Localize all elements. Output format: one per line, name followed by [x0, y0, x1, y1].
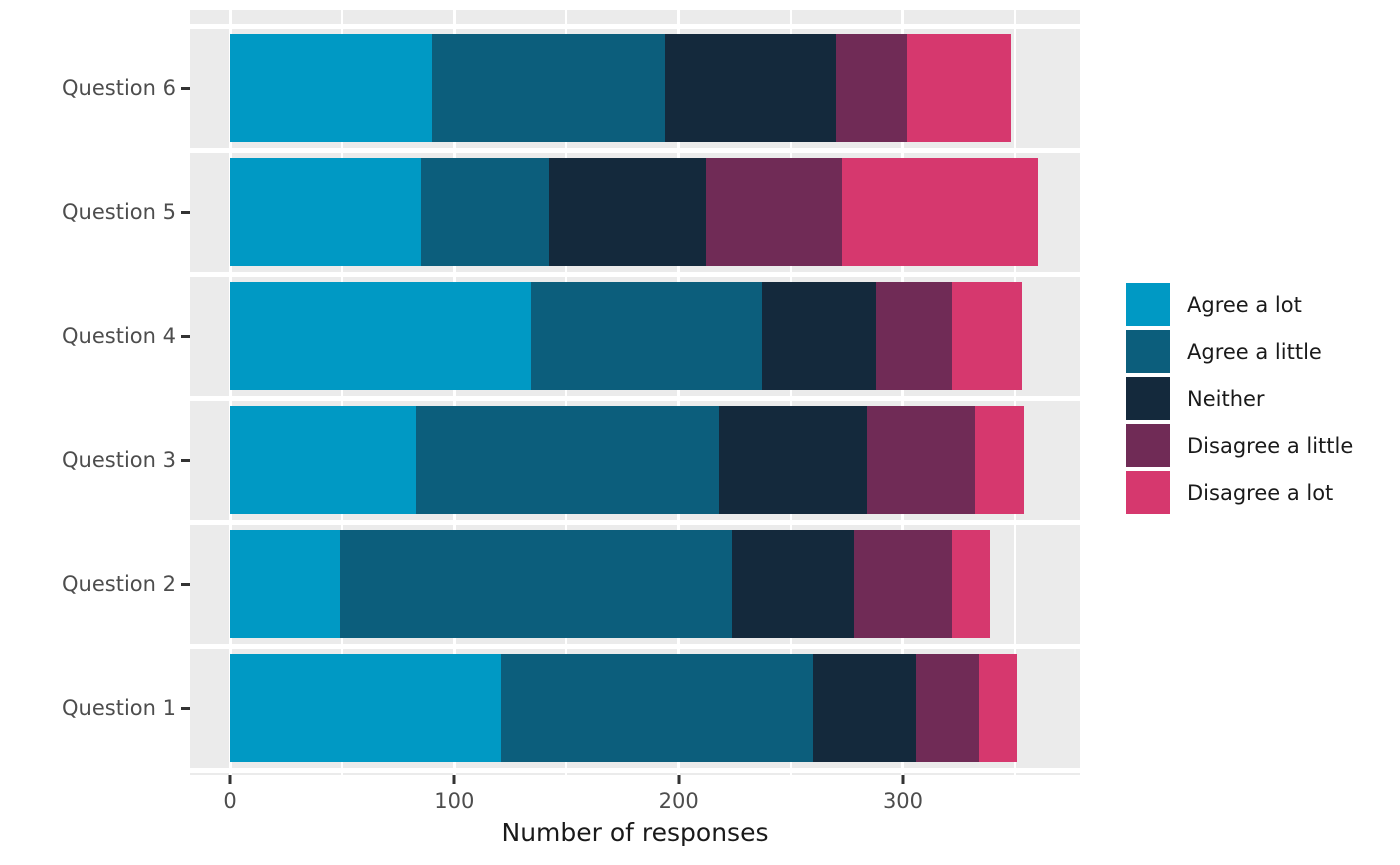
plot-panel — [190, 10, 1080, 775]
gridline-horizontal-minor — [190, 271, 1080, 277]
x-axis-title: Number of responses — [501, 818, 769, 847]
y-axis-tick — [181, 458, 190, 462]
bar-segment-agree-a-little — [530, 282, 762, 390]
bar-segment-agree-a-little — [339, 530, 733, 638]
bar-segment-neither — [732, 530, 854, 638]
bar-segment-agree-a-little — [501, 654, 814, 762]
gridline-vertical-major — [228, 10, 232, 775]
bar-segment-neither — [813, 654, 917, 762]
bar-segment-disagree-a-lot — [842, 158, 1038, 266]
bar-segment-neither — [761, 282, 877, 390]
x-axis-tick-label: 0 — [223, 789, 237, 813]
bar-segment-agree-a-little — [416, 406, 720, 514]
legend-swatch — [1126, 424, 1170, 467]
bar-segment-neither — [548, 158, 706, 266]
gridline-horizontal-minor — [190, 23, 1080, 29]
bar-segment-neither — [665, 34, 836, 142]
legend-label: Disagree a lot — [1187, 480, 1334, 505]
x-axis-tick-label: 200 — [658, 789, 699, 813]
y-axis-tick — [181, 210, 190, 214]
bar-segment-disagree-a-little — [705, 158, 843, 266]
y-axis-tick — [181, 582, 190, 586]
bar-segment-agree-a-little — [431, 34, 666, 142]
x-axis-tick — [452, 775, 456, 784]
bar-segment-disagree-a-lot — [952, 530, 991, 638]
y-axis-label: Question 5 — [62, 200, 176, 224]
legend-label: Disagree a little — [1187, 433, 1354, 458]
gridline-horizontal-minor — [190, 643, 1080, 649]
bar-segment-agree-a-lot — [230, 654, 502, 762]
gridline-horizontal-minor — [190, 147, 1080, 153]
y-axis-tick — [181, 334, 190, 338]
y-axis-tick — [181, 706, 190, 710]
bar-segment-disagree-a-little — [835, 34, 908, 142]
bar-segment-neither — [719, 406, 868, 514]
x-axis-tick — [901, 775, 905, 784]
bar-segment-disagree-a-lot — [952, 282, 1022, 390]
bar-segment-agree-a-lot — [230, 406, 417, 514]
bar-segment-agree-a-lot — [230, 282, 531, 390]
gridline-horizontal-minor — [190, 395, 1080, 401]
legend-item: Neither — [1126, 377, 1353, 420]
y-axis-tick — [181, 86, 190, 90]
gridline-vertical-major — [677, 10, 681, 775]
x-axis-tick — [677, 775, 681, 784]
gridline-vertical-minor — [565, 10, 568, 775]
y-axis-label: Question 1 — [62, 696, 176, 720]
x-axis-tick-label: 100 — [434, 789, 475, 813]
bar-segment-agree-a-lot — [230, 34, 432, 142]
y-axis-label: Question 2 — [62, 572, 176, 596]
x-axis-tick — [228, 775, 232, 784]
bar-segment-disagree-a-lot — [979, 654, 1018, 762]
legend-swatch — [1126, 330, 1170, 373]
gridline-vertical-minor — [341, 10, 344, 775]
legend-label: Agree a lot — [1187, 292, 1302, 317]
bar-segment-disagree-a-lot — [907, 34, 1011, 142]
y-axis-label: Question 4 — [62, 324, 176, 348]
legend-item: Agree a lot — [1126, 283, 1353, 326]
bar-segment-disagree-a-little — [876, 282, 953, 390]
gridline-vertical-major — [901, 10, 905, 775]
bar-segment-disagree-a-little — [867, 406, 975, 514]
y-axis-label: Question 6 — [62, 76, 176, 100]
legend-item: Agree a little — [1126, 330, 1353, 373]
gridline-vertical-major — [452, 10, 456, 775]
legend-label: Agree a little — [1187, 339, 1322, 364]
bar-segment-disagree-a-little — [916, 654, 980, 762]
bar-segment-agree-a-little — [420, 158, 549, 266]
legend-swatch — [1126, 283, 1170, 326]
bar-segment-agree-a-lot — [230, 158, 421, 266]
bar-segment-disagree-a-little — [853, 530, 953, 638]
legend-item: Disagree a little — [1126, 424, 1353, 467]
bar-segment-disagree-a-lot — [974, 406, 1025, 514]
gridline-vertical-minor — [1014, 10, 1017, 775]
gridline-vertical-minor — [789, 10, 792, 775]
gridline-horizontal-minor — [190, 519, 1080, 525]
legend-label: Neither — [1187, 386, 1265, 411]
x-axis-tick-label: 300 — [882, 789, 924, 813]
y-axis-label: Question 3 — [62, 448, 176, 472]
bar-segment-agree-a-lot — [230, 530, 340, 638]
legend-item: Disagree a lot — [1126, 471, 1353, 514]
legend-swatch — [1126, 471, 1170, 514]
legend: Agree a lot Agree a little Neither Disagree… — [1126, 283, 1353, 518]
gridline-horizontal-minor — [190, 767, 1080, 773]
legend-swatch — [1126, 377, 1170, 420]
